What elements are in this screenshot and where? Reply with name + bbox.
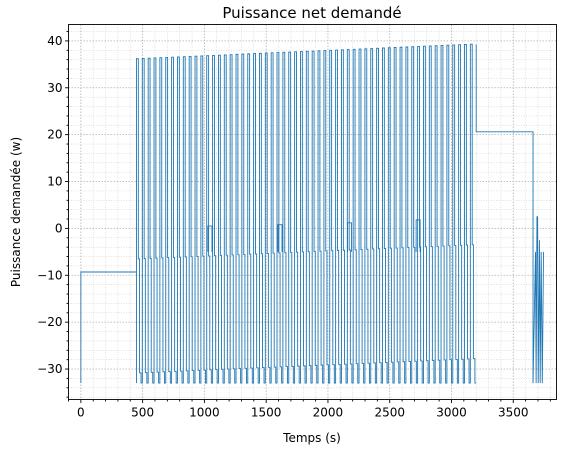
x-axis: 0 500 1000 1500 2000 2500 3000 3500: [69, 400, 551, 420]
y-tick-label: 40: [47, 34, 62, 48]
x-tick-label: 1500: [251, 406, 282, 420]
chart-title: Puissance net demandé: [222, 4, 401, 22]
x-tick-label: 2500: [374, 406, 405, 420]
data-line-end: [533, 217, 544, 383]
y-tick-label: −10: [37, 268, 62, 282]
data-line-constant: [476, 44, 533, 383]
y-tick-label: −20: [37, 315, 62, 329]
x-tick-label: 3500: [498, 406, 529, 420]
x-tick-label: 3000: [436, 406, 467, 420]
y-tick-label: 0: [55, 221, 63, 235]
y-axis: −30 −20 −10 0 10 20 30 40: [37, 32, 68, 398]
x-tick-label: 500: [131, 406, 154, 420]
y-tick-label: 10: [47, 175, 62, 189]
data-line-cycling: [136, 44, 476, 383]
data-line-idle: [81, 272, 137, 383]
x-tick-label: 2000: [313, 406, 344, 420]
y-tick-label: 30: [47, 81, 62, 95]
y-tick-label: 20: [47, 128, 62, 142]
data-line-group: [81, 44, 544, 383]
y-axis-label: Puissance demandée (w): [9, 137, 23, 287]
x-tick-label: 0: [77, 406, 85, 420]
y-tick-label: −30: [37, 362, 62, 376]
x-tick-label: 1000: [189, 406, 220, 420]
x-axis-label: Temps (s): [282, 431, 341, 445]
